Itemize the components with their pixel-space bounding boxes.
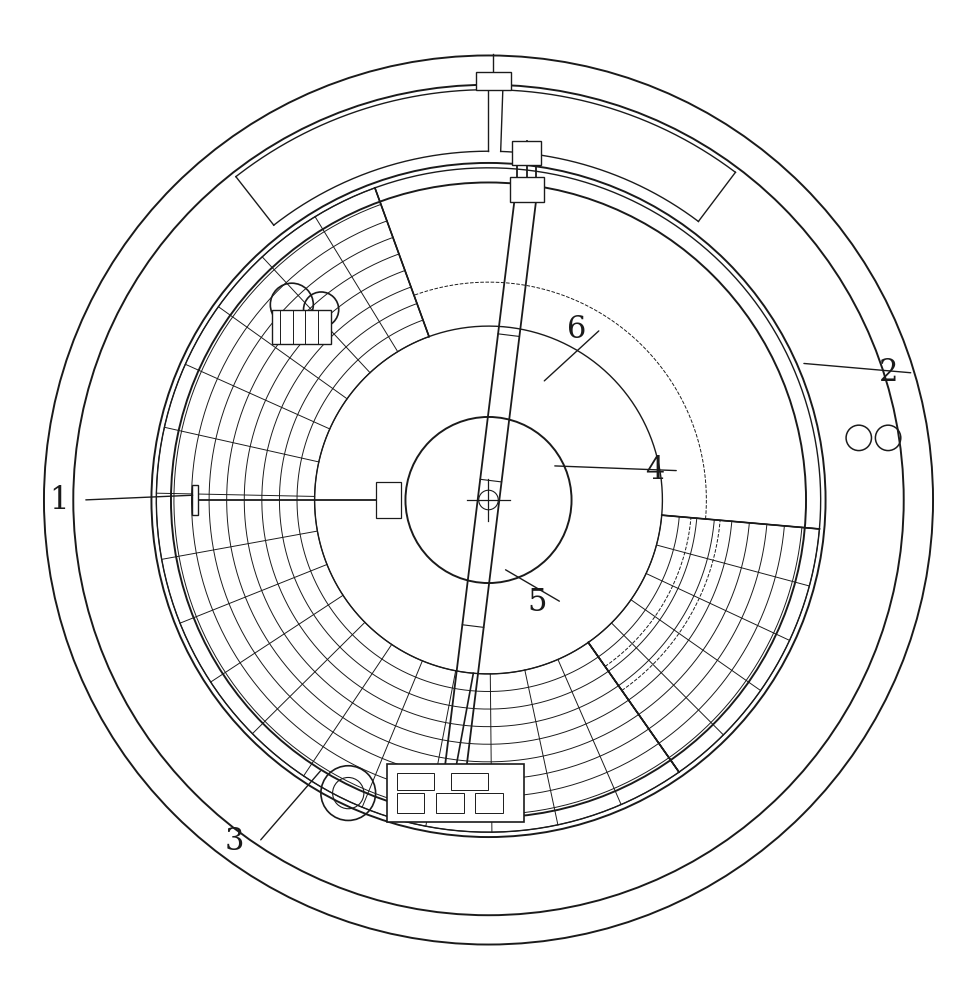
Bar [450, 773, 488, 790]
Bar [512, 141, 541, 165]
Bar [509, 177, 543, 202]
Bar [376, 482, 401, 518]
Text: 5: 5 [528, 587, 547, 618]
Text: 3: 3 [225, 826, 244, 857]
Bar [273, 310, 331, 344]
Bar [387, 764, 524, 822]
Text: 1: 1 [49, 485, 68, 516]
Text: 2: 2 [879, 357, 899, 388]
Bar [192, 485, 198, 515]
Bar [476, 72, 511, 90]
Bar [397, 773, 434, 790]
Text: 6: 6 [567, 314, 586, 345]
Bar [475, 793, 502, 813]
Text: 4: 4 [645, 455, 664, 486]
Bar [436, 793, 463, 813]
Bar [397, 793, 424, 813]
